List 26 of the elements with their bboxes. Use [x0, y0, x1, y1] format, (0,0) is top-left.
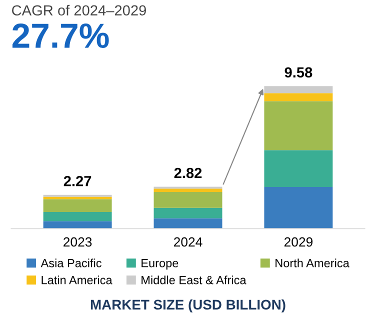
x-tick-label: 2029 [284, 237, 312, 247]
bar [264, 93, 333, 102]
chart-title: CAGR of 2024–2029 [12, 4, 146, 16]
chart-subtitle: 27.7% [12, 23, 109, 48]
bar [43, 221, 112, 229]
legend-label: Europe [142, 259, 178, 270]
legend-label: North America [276, 258, 350, 268]
bar [154, 218, 222, 229]
bar [154, 192, 222, 208]
annotation: 9.58 [284, 67, 312, 78]
x-tick-label: 2023 [64, 237, 92, 247]
bar [154, 188, 222, 192]
legend-label: Latin America [42, 276, 112, 284]
bar [154, 208, 222, 218]
legend-label: Asia Pacific [40, 258, 102, 268]
x-axis-title: MARKET SIZE (USD BILLION) [90, 299, 286, 312]
annotation: 2.82 [174, 168, 202, 178]
bar [43, 212, 112, 222]
x-tick-label: 2024 [174, 237, 202, 247]
bar [264, 150, 333, 188]
bar [43, 196, 112, 200]
bar [264, 101, 333, 150]
bar [43, 199, 112, 212]
legend-label: Middle East & Africa [142, 276, 246, 284]
annotation: 2.27 [64, 176, 92, 186]
bar [264, 187, 333, 229]
